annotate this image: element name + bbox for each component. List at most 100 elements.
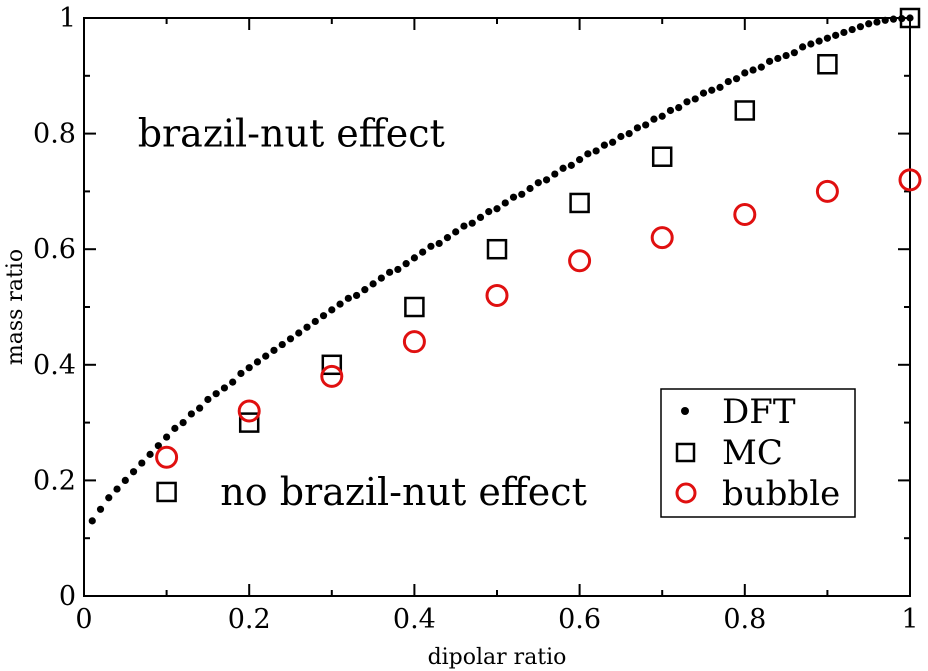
y-tick-label: 0.2 [33, 465, 76, 496]
legend-marker-dft [681, 407, 689, 415]
point-dft [848, 25, 856, 34]
point-dft [782, 51, 790, 60]
point-dft [724, 77, 732, 86]
point-mc [321, 354, 343, 376]
point-dft [832, 31, 840, 39]
point-dft [220, 384, 229, 392]
point-mc [238, 412, 260, 433]
x-tick-label: 0.2 [228, 604, 271, 635]
point-dft [650, 115, 658, 123]
point-dft [295, 329, 303, 337]
point-dft [204, 395, 212, 404]
point-dft [336, 300, 344, 308]
point-dft [410, 254, 418, 262]
point-dft [361, 286, 369, 294]
point-dft [732, 75, 741, 83]
point-dft [212, 390, 220, 398]
point-bubble [568, 249, 592, 273]
y-axis-label: mass ratio [3, 249, 28, 365]
x-tick-label: 0.4 [393, 604, 436, 635]
point-dft [493, 205, 501, 213]
point-dft [476, 213, 485, 222]
point-dft [377, 274, 385, 282]
point-dft [369, 280, 377, 288]
point-dft [163, 433, 171, 441]
point-dft [311, 317, 319, 326]
point-dft [452, 228, 460, 236]
annotation-brazil-nut-effect: brazil-nut effect [138, 112, 445, 156]
point-dft [138, 459, 146, 467]
point-mc [817, 53, 838, 75]
point-dft [592, 147, 600, 155]
point-bubble [733, 203, 757, 227]
point-dft [790, 49, 798, 57]
y-tick-label: 0 [59, 581, 76, 612]
point-dft [427, 242, 435, 250]
point-dft [229, 378, 237, 386]
x-tick-label: 0 [75, 604, 92, 635]
point-dft [344, 294, 352, 302]
point-bubble [320, 364, 344, 388]
point-dft [683, 98, 691, 106]
point-dft [485, 208, 493, 216]
point-dft [799, 43, 807, 51]
point-dft [245, 364, 253, 372]
data-marks [88, 7, 922, 525]
point-dft [815, 37, 823, 45]
point-dft [716, 83, 724, 91]
y-tick-label: 0.4 [33, 350, 76, 381]
legend-marker-mc [675, 442, 696, 463]
point-dft [262, 352, 270, 360]
x-tick-label: 0.6 [558, 604, 601, 635]
point-dft [435, 239, 443, 248]
point-dft [559, 164, 567, 172]
x-axis-ticks: 0 0.2 0.4 0.6 0.8 1 [75, 18, 919, 635]
legend-label-bubble: bubble [722, 474, 840, 514]
point-dft [402, 260, 410, 268]
point-dft [625, 130, 633, 138]
point-dft [708, 86, 716, 94]
point-bubble [815, 179, 839, 203]
point-dft [386, 268, 394, 276]
point-dft [394, 265, 402, 274]
point-dft [286, 335, 295, 343]
point-dft [96, 505, 105, 513]
point-bubble [650, 226, 674, 250]
point-dft [856, 23, 865, 31]
point-dft [757, 63, 765, 71]
x-tick-label: 0.8 [723, 604, 766, 635]
x-axis-label: dipolar ratio [428, 645, 567, 670]
point-bubble [237, 399, 261, 423]
x-tick-label: 1 [901, 604, 918, 635]
legend-marker-bubble [675, 482, 697, 504]
point-dft [658, 112, 666, 120]
point-dft [765, 57, 774, 65]
point-dft [179, 419, 187, 427]
y-tick-label: 0.8 [33, 119, 76, 150]
point-dft [609, 138, 617, 146]
point-dft [840, 28, 848, 37]
point-dft [906, 14, 914, 22]
point-mc [651, 146, 673, 167]
point-dft [881, 16, 889, 24]
point-dft [534, 179, 542, 187]
point-bubble [155, 445, 179, 469]
point-dft [270, 346, 278, 354]
point-mc [404, 296, 425, 318]
point-dft [567, 161, 575, 169]
y-axis-ticks: 0 0.2 0.4 0.6 0.8 1 [33, 3, 910, 612]
point-dft [443, 234, 452, 242]
point-dft [873, 18, 881, 26]
point-dft [675, 103, 683, 112]
point-dft [237, 369, 245, 378]
point-dft [666, 106, 675, 115]
point-dft [576, 156, 584, 164]
point-dft [460, 222, 468, 230]
point-dft [691, 95, 699, 103]
point-dft [741, 69, 749, 77]
point-mc [899, 7, 921, 29]
point-mc [569, 192, 590, 214]
annotation-no-brazil-nut-effect: no brazil-nut effect [220, 470, 587, 514]
point-dft [518, 190, 526, 198]
